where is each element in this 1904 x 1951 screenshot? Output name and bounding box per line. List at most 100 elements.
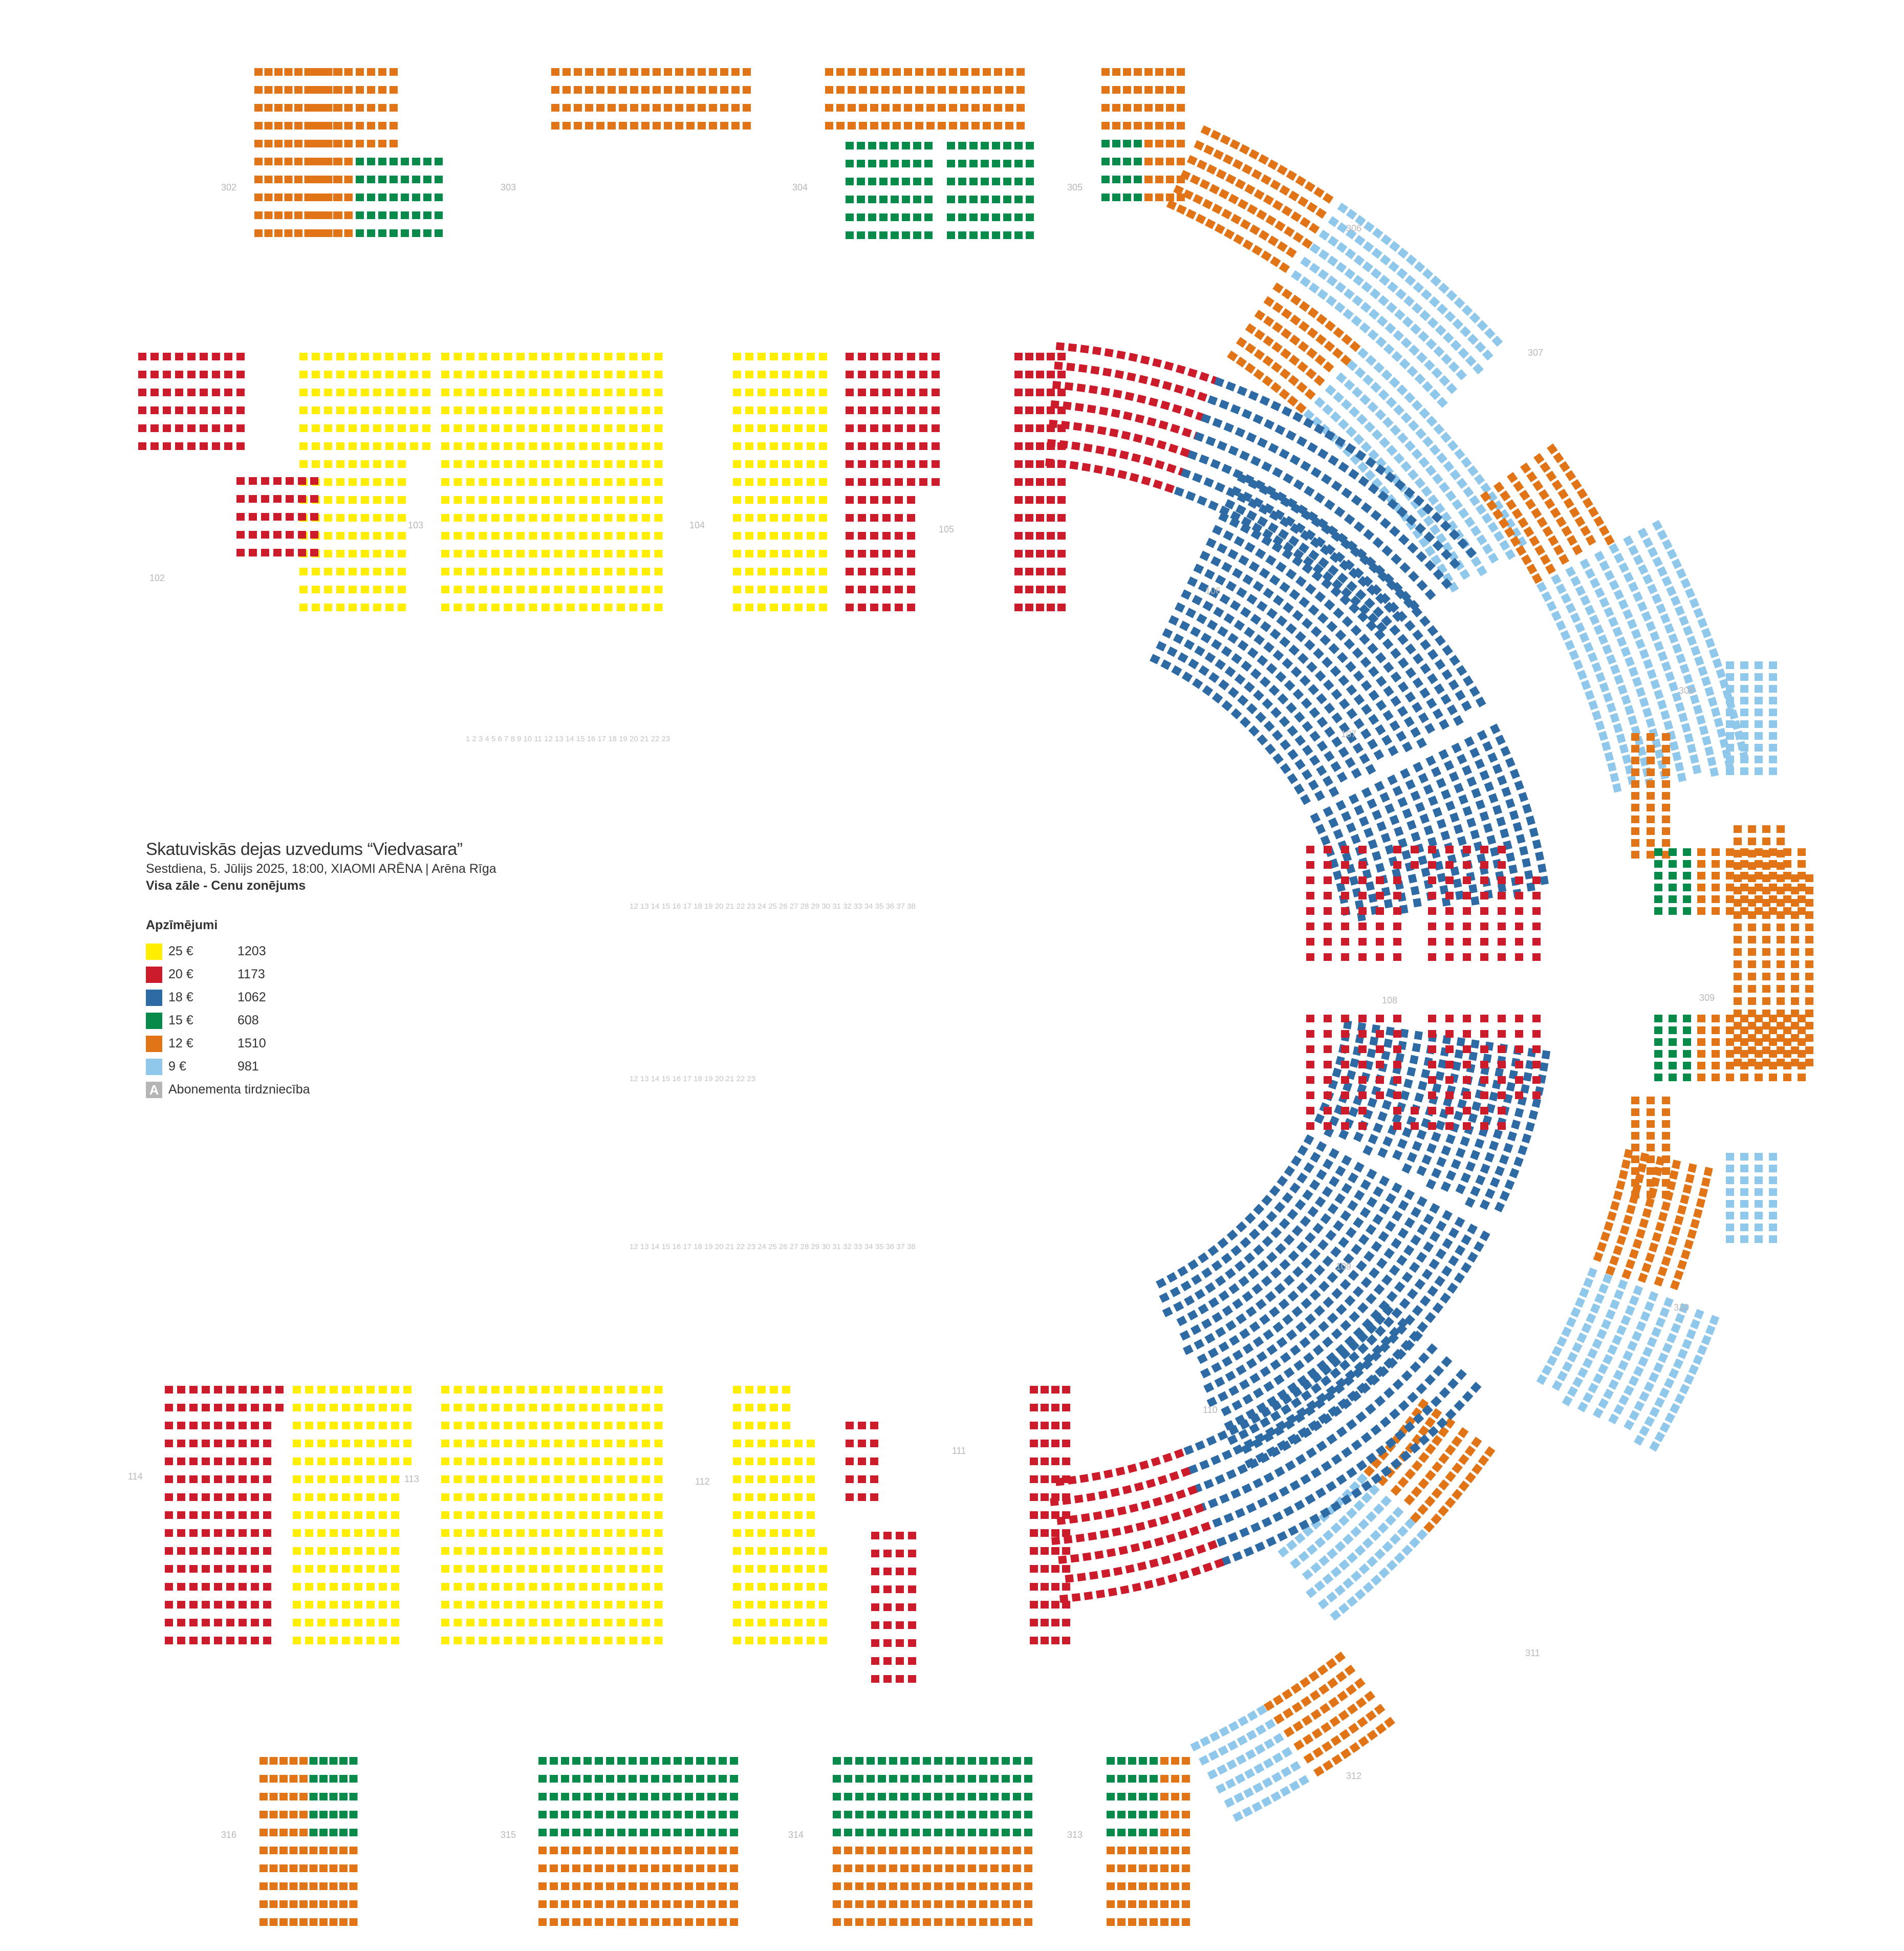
seat[interactable]	[1662, 1132, 1670, 1140]
seat[interactable]	[542, 1440, 550, 1447]
seat[interactable]	[1613, 1289, 1624, 1300]
seat[interactable]	[529, 1457, 537, 1465]
seat[interactable]	[1308, 779, 1319, 791]
seat[interactable]	[1302, 744, 1313, 756]
seat[interactable]	[1631, 757, 1639, 764]
seat[interactable]	[379, 1619, 387, 1626]
seat[interactable]	[1384, 803, 1395, 814]
seat[interactable]	[895, 496, 903, 504]
seat[interactable]	[163, 406, 171, 414]
seat[interactable]	[1516, 545, 1527, 556]
seat[interactable]	[1231, 568, 1243, 579]
seat[interactable]	[1618, 1169, 1629, 1180]
seat[interactable]	[1643, 1381, 1655, 1392]
seat[interactable]	[251, 1386, 259, 1393]
seat[interactable]	[1234, 674, 1246, 685]
seat[interactable]	[1168, 443, 1179, 454]
seat[interactable]	[304, 68, 313, 76]
seat[interactable]	[619, 104, 627, 112]
seat[interactable]	[1306, 1587, 1317, 1598]
seat[interactable]	[981, 213, 989, 221]
seat[interactable]	[1223, 613, 1235, 624]
seat[interactable]	[1057, 532, 1066, 540]
seat[interactable]	[349, 586, 357, 593]
seat[interactable]	[226, 1493, 234, 1501]
seat[interactable]	[579, 550, 588, 558]
seat[interactable]	[1509, 810, 1519, 821]
seat[interactable]	[366, 1511, 375, 1519]
seat[interactable]	[466, 353, 474, 360]
seat[interactable]	[1131, 453, 1141, 463]
seat[interactable]	[604, 1386, 613, 1393]
seat[interactable]	[1199, 1755, 1210, 1766]
seat[interactable]	[1024, 1757, 1032, 1765]
seat[interactable]	[1805, 924, 1813, 931]
seat[interactable]	[1394, 479, 1406, 490]
seat[interactable]	[1649, 1441, 1660, 1452]
seat[interactable]	[709, 68, 717, 76]
seat[interactable]	[1669, 860, 1677, 868]
seat[interactable]	[1250, 456, 1261, 466]
seat[interactable]	[1712, 884, 1720, 891]
seat[interactable]	[491, 1637, 500, 1644]
seat[interactable]	[745, 568, 753, 575]
seat[interactable]	[1625, 1305, 1635, 1316]
seat[interactable]	[1769, 1074, 1777, 1081]
seat[interactable]	[857, 160, 865, 167]
seat[interactable]	[1174, 602, 1185, 613]
seat[interactable]	[342, 1529, 350, 1537]
seat[interactable]	[720, 104, 728, 112]
seat[interactable]	[398, 353, 406, 360]
seat[interactable]	[1144, 176, 1153, 183]
seat[interactable]	[1500, 746, 1511, 757]
seat[interactable]	[305, 1457, 313, 1465]
seat[interactable]	[758, 514, 766, 522]
seat[interactable]	[1315, 207, 1327, 219]
seat[interactable]	[1493, 530, 1505, 542]
seat[interactable]	[1336, 652, 1348, 663]
seat[interactable]	[538, 1775, 547, 1783]
seat[interactable]	[1229, 139, 1241, 150]
seat[interactable]	[1057, 586, 1066, 593]
seat[interactable]	[309, 1918, 318, 1926]
seat[interactable]	[339, 1900, 348, 1908]
seat[interactable]	[758, 1547, 766, 1555]
seat[interactable]	[1142, 456, 1153, 466]
seat[interactable]	[1326, 295, 1337, 307]
seat[interactable]	[299, 1900, 308, 1908]
seat[interactable]	[1417, 1504, 1429, 1515]
seat[interactable]	[662, 1793, 670, 1800]
seat[interactable]	[1317, 269, 1329, 281]
seat[interactable]	[719, 1900, 727, 1908]
seat[interactable]	[782, 1583, 790, 1591]
seat[interactable]	[567, 1457, 575, 1465]
seat[interactable]	[1340, 587, 1352, 598]
seat[interactable]	[1128, 1882, 1136, 1890]
seat[interactable]	[269, 1811, 278, 1818]
seat[interactable]	[1389, 526, 1400, 537]
seat[interactable]	[1657, 529, 1668, 541]
seat[interactable]	[1427, 649, 1439, 660]
seat[interactable]	[354, 1440, 362, 1447]
seat[interactable]	[1182, 1864, 1190, 1872]
seat[interactable]	[398, 586, 406, 593]
seat[interactable]	[1488, 793, 1499, 804]
seat[interactable]	[1314, 537, 1326, 548]
seat[interactable]	[696, 1900, 704, 1908]
seat[interactable]	[1655, 1156, 1665, 1166]
seat[interactable]	[1122, 411, 1133, 421]
seat[interactable]	[1601, 741, 1611, 752]
seat[interactable]	[1192, 594, 1203, 606]
seat[interactable]	[554, 1422, 562, 1429]
seat[interactable]	[1620, 646, 1631, 657]
seat[interactable]	[932, 406, 940, 414]
seat[interactable]	[1432, 540, 1444, 551]
seat[interactable]	[642, 586, 650, 593]
seat[interactable]	[249, 531, 257, 539]
seat[interactable]	[807, 1547, 815, 1555]
seat[interactable]	[317, 1583, 326, 1591]
seat[interactable]	[1666, 586, 1677, 596]
seat[interactable]	[1330, 666, 1342, 677]
seat[interactable]	[745, 424, 753, 432]
seat[interactable]	[333, 104, 341, 112]
